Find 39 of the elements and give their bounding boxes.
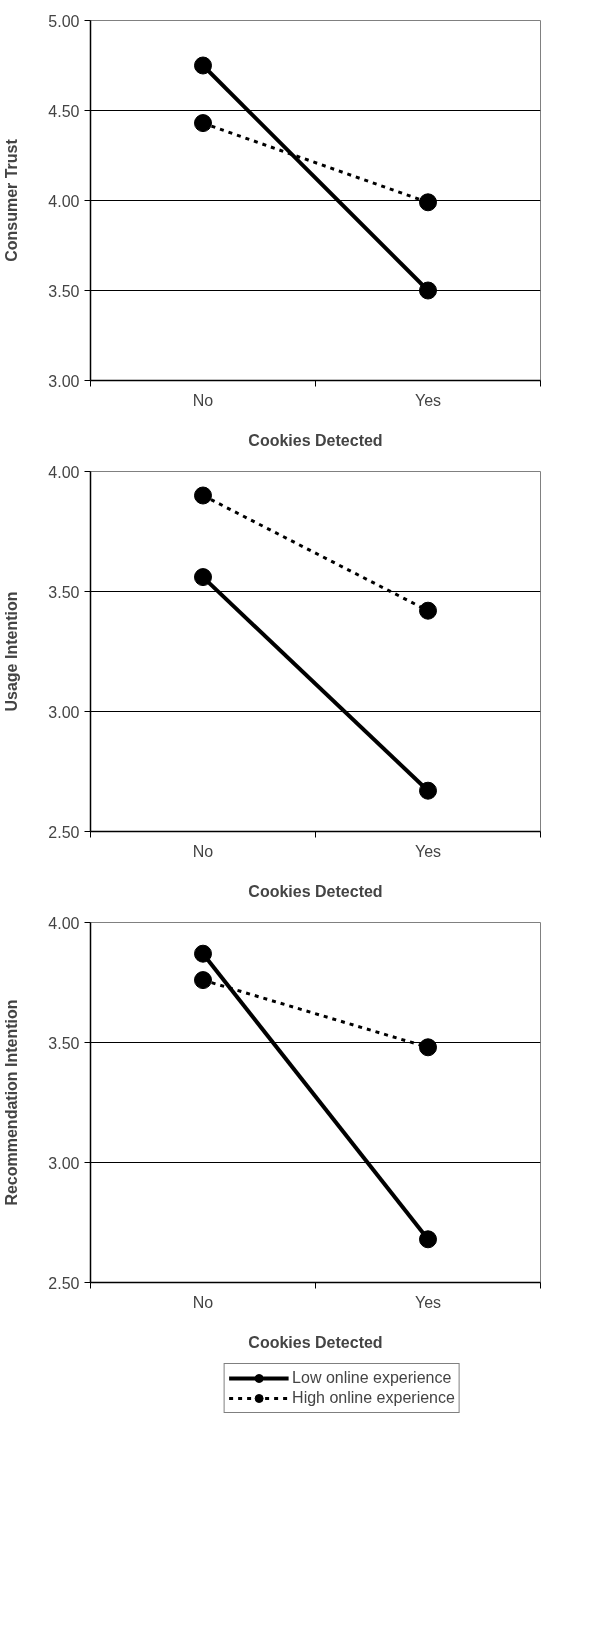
x-tick-label: Yes <box>414 842 442 860</box>
x-tick-label: Yes <box>414 391 442 409</box>
y-axis-title: Consumer Trust <box>3 138 21 262</box>
point <box>194 486 212 505</box>
x-axis-title: Cookies Detected <box>248 882 383 900</box>
y-tick-label: 3.50 <box>48 583 80 601</box>
y-tick-label: 3.00 <box>48 703 80 721</box>
x-tick-label: Yes <box>414 1293 442 1311</box>
point <box>194 944 212 963</box>
point <box>194 971 212 990</box>
y-tick-label: 4.00 <box>48 914 80 932</box>
x-axis-title: Cookies Detected <box>248 431 383 449</box>
point <box>419 1230 437 1249</box>
y-tick-label: 4.00 <box>48 463 80 481</box>
point <box>194 568 212 587</box>
y-tick-label: 3.00 <box>48 1154 80 1172</box>
y-tick-label: 3.00 <box>48 372 80 390</box>
point <box>194 114 212 133</box>
point <box>419 781 437 800</box>
legend-label: Low online experience <box>292 1369 452 1387</box>
y-axis-title: Usage Intention <box>3 591 21 712</box>
point <box>419 193 437 212</box>
y-tick-label: 3.50 <box>48 1034 80 1052</box>
x-tick-label: No <box>192 391 214 409</box>
point <box>419 281 437 300</box>
y-tick-label: 4.00 <box>48 192 80 210</box>
y-tick-label: 5.00 <box>48 12 80 30</box>
y-tick-label: 2.50 <box>48 1274 80 1292</box>
x-tick-label: No <box>192 1293 214 1311</box>
legend-label: High online experience <box>292 1389 455 1407</box>
x-axis-title: Cookies Detected <box>248 1333 383 1351</box>
point <box>419 1038 437 1057</box>
y-tick-label: 3.50 <box>48 282 80 300</box>
point <box>419 601 437 620</box>
y-tick-label: 2.50 <box>48 823 80 841</box>
point <box>194 56 212 75</box>
y-axis-title: Recommendation Intention <box>3 999 21 1206</box>
y-tick-label: 4.50 <box>48 102 80 120</box>
x-tick-label: No <box>192 842 214 860</box>
